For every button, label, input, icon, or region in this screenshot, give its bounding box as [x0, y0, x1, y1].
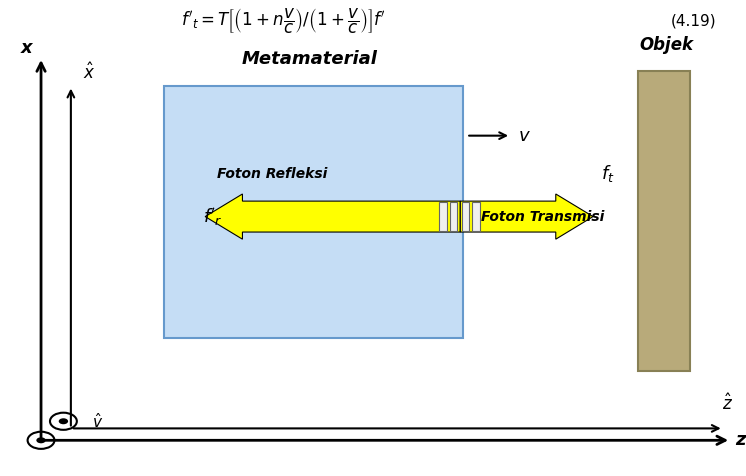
Text: $\hat{z}$: $\hat{z}$ — [722, 394, 733, 414]
Bar — [462, 202, 469, 231]
Circle shape — [37, 437, 46, 443]
FancyArrow shape — [205, 194, 460, 239]
Bar — [439, 202, 447, 231]
Text: z: z — [735, 431, 745, 449]
Bar — [164, 86, 463, 338]
Text: (4.19): (4.19) — [671, 14, 716, 29]
Text: $f'_r$: $f'_r$ — [203, 206, 222, 228]
Text: $\hat{x}$: $\hat{x}$ — [84, 63, 95, 83]
FancyArrow shape — [460, 194, 593, 239]
Bar — [472, 202, 480, 231]
Circle shape — [59, 418, 68, 424]
Text: Metamaterial: Metamaterial — [242, 50, 377, 69]
Text: Foton Refleksi: Foton Refleksi — [217, 167, 327, 181]
Bar — [450, 202, 457, 231]
Text: $\hat{v}$: $\hat{v}$ — [92, 412, 103, 431]
Text: Objek: Objek — [639, 36, 693, 54]
Text: $f_t$: $f_t$ — [601, 163, 615, 184]
Text: $v$: $v$ — [518, 127, 531, 145]
Text: Foton Transmisi: Foton Transmisi — [481, 209, 605, 224]
Text: x: x — [20, 39, 32, 57]
Bar — [638, 71, 690, 371]
Text: $f'_t = T\left[\left(1 + n\dfrac{v}{c}\right)/\left(1 + \dfrac{v}{c}\right)\righ: $f'_t = T\left[\left(1 + n\dfrac{v}{c}\r… — [181, 7, 386, 36]
